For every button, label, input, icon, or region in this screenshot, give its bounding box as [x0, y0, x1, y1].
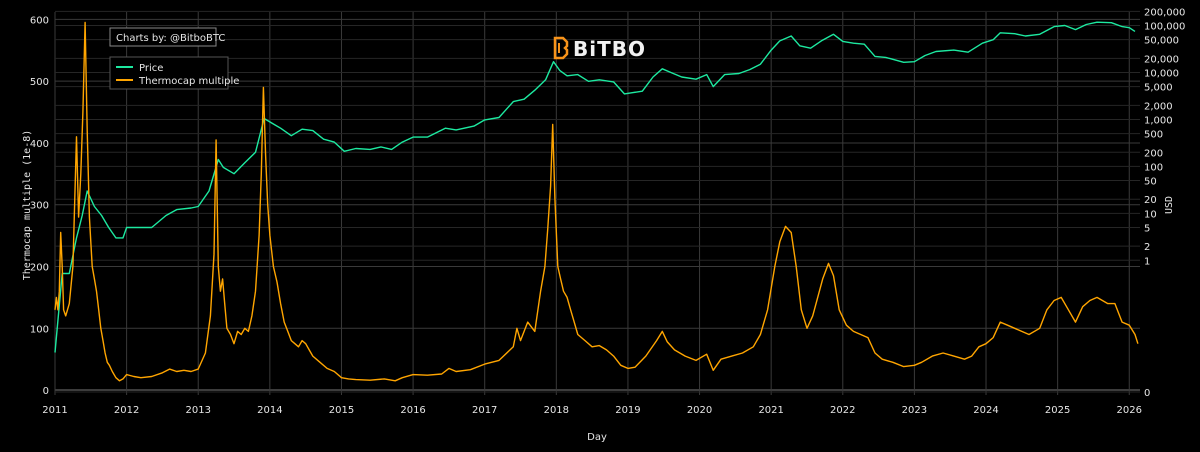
- x-tick-label: 2020: [687, 405, 712, 416]
- y-tick-label-right: 100,000: [1144, 22, 1185, 33]
- y-axis-left-title: Thermocap multiple (1e-8): [22, 130, 33, 281]
- x-tick-label: 2013: [186, 405, 211, 416]
- price-series-line: [54, 21, 1136, 353]
- y-tick-label-left: 300: [30, 201, 49, 212]
- y-tick-label-left: 400: [30, 139, 49, 150]
- brand-name: BiTBO: [573, 37, 646, 61]
- x-tick-label: 2016: [400, 405, 425, 416]
- y-axis-right-title: USD: [1164, 196, 1175, 214]
- y-tick-label-right: 200: [1144, 148, 1163, 159]
- y-tick-label-right: 10,000: [1144, 68, 1179, 79]
- y-tick-label-right: 2,000: [1144, 101, 1173, 112]
- legend-frame: [109, 56, 229, 90]
- x-tick-label: 2015: [329, 405, 354, 416]
- y-tick-label-right: 10: [1144, 209, 1157, 220]
- thermocap-series-line: [54, 21, 1139, 382]
- x-tick-label: 2019: [615, 405, 640, 416]
- y-tick-label-right: 100: [1144, 162, 1163, 173]
- x-axis-title: Day: [587, 432, 607, 443]
- x-tick-label: 2011: [42, 405, 67, 416]
- tick-layer: 0 100 200 300 400 500 600 0 1 2 5 10 20 50 100 200 500 1,…: [30, 7, 1185, 416]
- y-tick-label-left: 100: [30, 324, 49, 335]
- y-tick-label-right: 2: [1144, 242, 1150, 253]
- bitbo-logo-icon: [553, 36, 569, 60]
- y-tick-label-right: 200,000: [1144, 7, 1185, 18]
- y-tick-label-right: 50: [1144, 177, 1157, 188]
- x-tick-label: 2025: [1045, 405, 1070, 416]
- x-tick-label: 2012: [114, 405, 139, 416]
- y-tick-label-right: 0: [1144, 388, 1150, 399]
- legend-label-price: Price: [139, 63, 163, 74]
- legend-label-thermocap: Thermocap multiple: [138, 76, 239, 87]
- legend: Price Thermocap multiple: [109, 56, 239, 90]
- right-grid-layer: [55, 10, 1140, 393]
- x-tick-label: 2017: [472, 405, 497, 416]
- x-tick-label: 2026: [1117, 405, 1142, 416]
- y-tick-label-right: 5: [1144, 223, 1150, 234]
- credit-box: Charts by: @BitboBTC: [109, 27, 225, 47]
- y-tick-label-left: 200: [30, 263, 49, 274]
- x-tick-label: 2022: [830, 405, 855, 416]
- y-tick-label-right: 5,000: [1144, 83, 1173, 94]
- y-tick-label-left: 0: [43, 386, 49, 397]
- y-tick-label-right: 1,000: [1144, 115, 1173, 126]
- series-layer: [54, 21, 1139, 382]
- y-tick-label-right: 1: [1144, 256, 1150, 267]
- y-tick-label-left: 600: [30, 15, 49, 26]
- brand-logo: BiTBO: [553, 36, 646, 61]
- credit-frame: [109, 27, 217, 47]
- x-tick-label: 2023: [902, 405, 927, 416]
- x-tick-label: 2024: [973, 405, 998, 416]
- x-tick-label: 2014: [257, 405, 282, 416]
- y-tick-label-right: 500: [1144, 130, 1163, 141]
- grid-layer: [54, 12, 1140, 395]
- y-tick-label-right: 20,000: [1144, 54, 1179, 65]
- y-tick-label-right: 20: [1144, 195, 1157, 206]
- x-tick-label: 2018: [544, 405, 569, 416]
- credit-text: Charts by: @BitboBTC: [116, 33, 225, 44]
- x-tick-label: 2021: [758, 405, 783, 416]
- y-tick-label-right: 50,000: [1144, 36, 1179, 47]
- y-tick-label-left: 500: [30, 77, 49, 88]
